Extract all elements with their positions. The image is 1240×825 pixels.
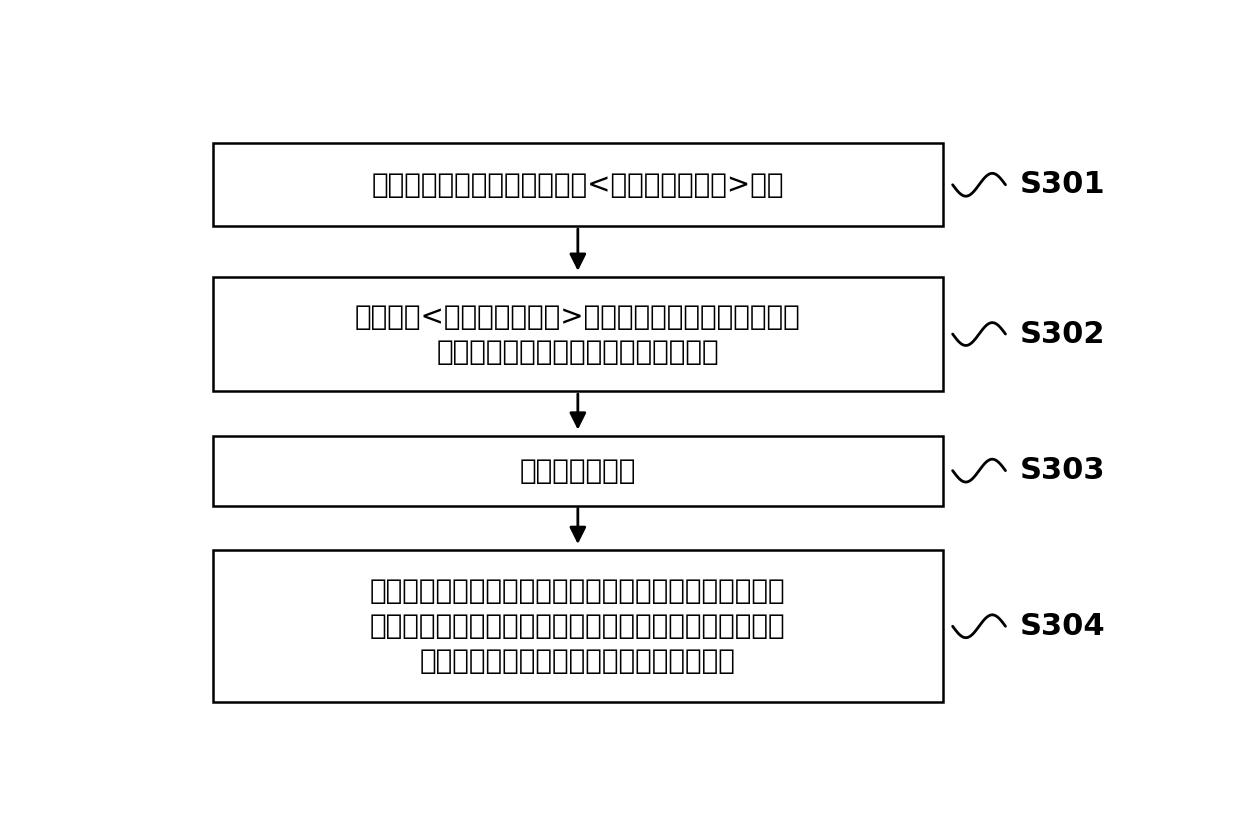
Text: S303: S303 — [1021, 456, 1105, 485]
Bar — [213, 436, 942, 506]
Text: S302: S302 — [1021, 319, 1105, 348]
Bar — [213, 550, 942, 703]
Text: 分别求出<帧号，目标区域>序列中各帧切片目标区域的位: 分别求出<帧号，目标区域>序列中各帧切片目标区域的位 — [355, 303, 801, 331]
Bar — [213, 277, 942, 391]
Bar — [213, 144, 942, 226]
Text: 遍历所有筛选出的切片，得到<帧号，目标区域>序列: 遍历所有筛选出的切片，得到<帧号，目标区域>序列 — [372, 171, 784, 199]
Text: 坐标替换为目标切片目标区域的中心点坐标: 坐标替换为目标切片目标区域的中心点坐标 — [420, 647, 735, 675]
Text: 置与其邻近切片目标区域的位置的偏差: 置与其邻近切片目标区域的位置的偏差 — [436, 337, 719, 365]
Text: 当当前帧切片目标区域的位置与其邻近切片目标区域的位: 当当前帧切片目标区域的位置与其邻近切片目标区域的位 — [370, 578, 786, 606]
Text: S304: S304 — [1021, 612, 1106, 641]
Text: 计算偏差的均值: 计算偏差的均值 — [520, 456, 636, 484]
Text: S301: S301 — [1021, 170, 1106, 200]
Text: 置的偏差大于均值时，则将当前帧切片目标区域的中心点: 置的偏差大于均值时，则将当前帧切片目标区域的中心点 — [370, 612, 786, 640]
